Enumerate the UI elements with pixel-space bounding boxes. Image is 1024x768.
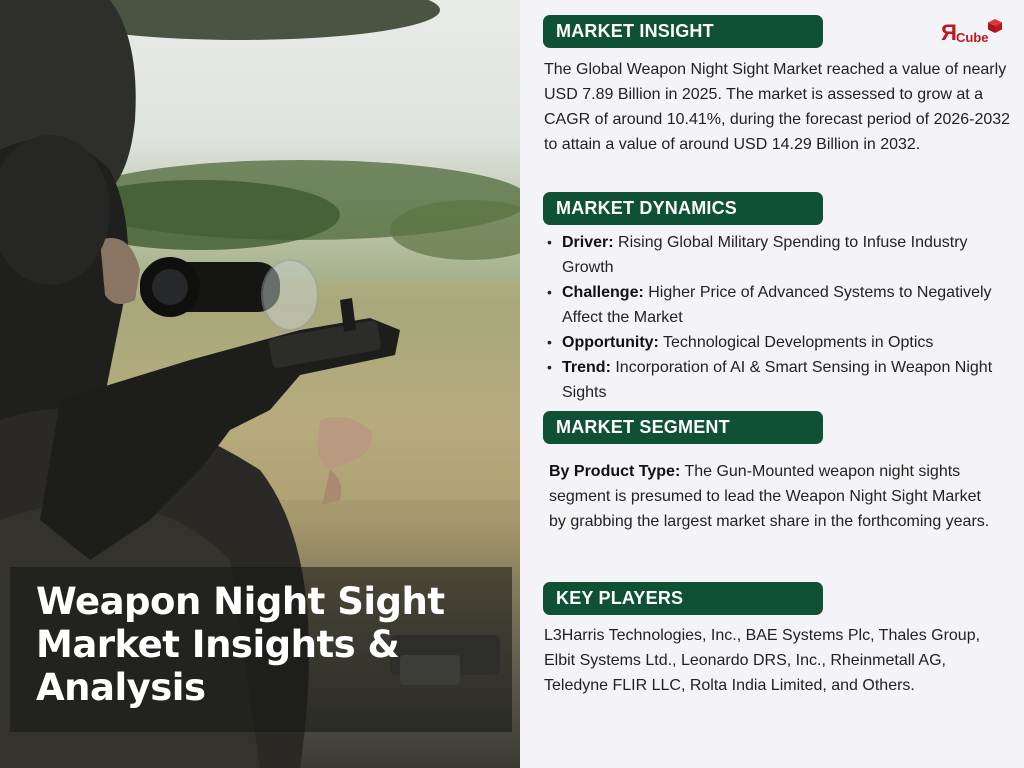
title-line-1: Weapon Night Sight (36, 580, 445, 623)
market-dynamics-heading: MARKET DYNAMICS (543, 192, 823, 225)
key-players-text: L3Harris Technologies, Inc., BAE Systems… (544, 627, 981, 694)
market-segment-text: By Product Type: The Gun-Mounted weapon … (549, 459, 999, 534)
dynamics-label: Trend: (562, 359, 611, 376)
page-title: Weapon Night Sight Market Insights & Ana… (36, 580, 506, 709)
market-dynamics-list: Driver: Rising Global Military Spending … (544, 230, 1014, 405)
dynamics-label: Opportunity: (562, 334, 659, 351)
dynamics-item-challenge: Challenge: Higher Price of Advanced Syst… (544, 280, 1014, 330)
dynamics-item-opportunity: Opportunity: Technological Developments … (544, 330, 1014, 355)
title-overlay (10, 567, 512, 732)
dynamics-text: Rising Global Military Spending to Infus… (562, 234, 968, 276)
dynamics-item-trend: Trend: Incorporation of AI & Smart Sensi… (544, 355, 1014, 405)
content-panel: MARKET INSIGHT The Global Weapon Night S… (520, 0, 1024, 768)
segment-label: By Product Type: (549, 463, 681, 480)
title-line-3: Analysis (36, 666, 206, 709)
segment-description: The Gun-Mounted weapon night sights segm… (549, 463, 990, 530)
cube-icon (988, 19, 1002, 33)
dynamics-text: Technological Developments in Optics (663, 334, 934, 351)
market-segment-heading: MARKET SEGMENT (543, 411, 823, 444)
dynamics-text: Incorporation of AI & Smart Sensing in W… (562, 359, 993, 401)
dynamics-label: Driver: (562, 234, 614, 251)
logo-text: Cube (956, 30, 989, 45)
hero-photo: Weapon Night Sight Market Insights & Ana… (0, 0, 520, 768)
market-insight-text: The Global Weapon Night Sight Market rea… (544, 61, 1011, 153)
market-insight-heading: MARKET INSIGHT (543, 15, 823, 48)
rcube-logo: R Cube (941, 18, 1007, 48)
title-line-2: Market Insights & (36, 623, 400, 666)
dynamics-text: Higher Price of Advanced Systems to Nega… (562, 284, 992, 326)
dynamics-label: Challenge: (562, 284, 644, 301)
dynamics-item-driver: Driver: Rising Global Military Spending … (544, 230, 1014, 280)
key-players-heading: KEY PLAYERS (543, 582, 823, 615)
